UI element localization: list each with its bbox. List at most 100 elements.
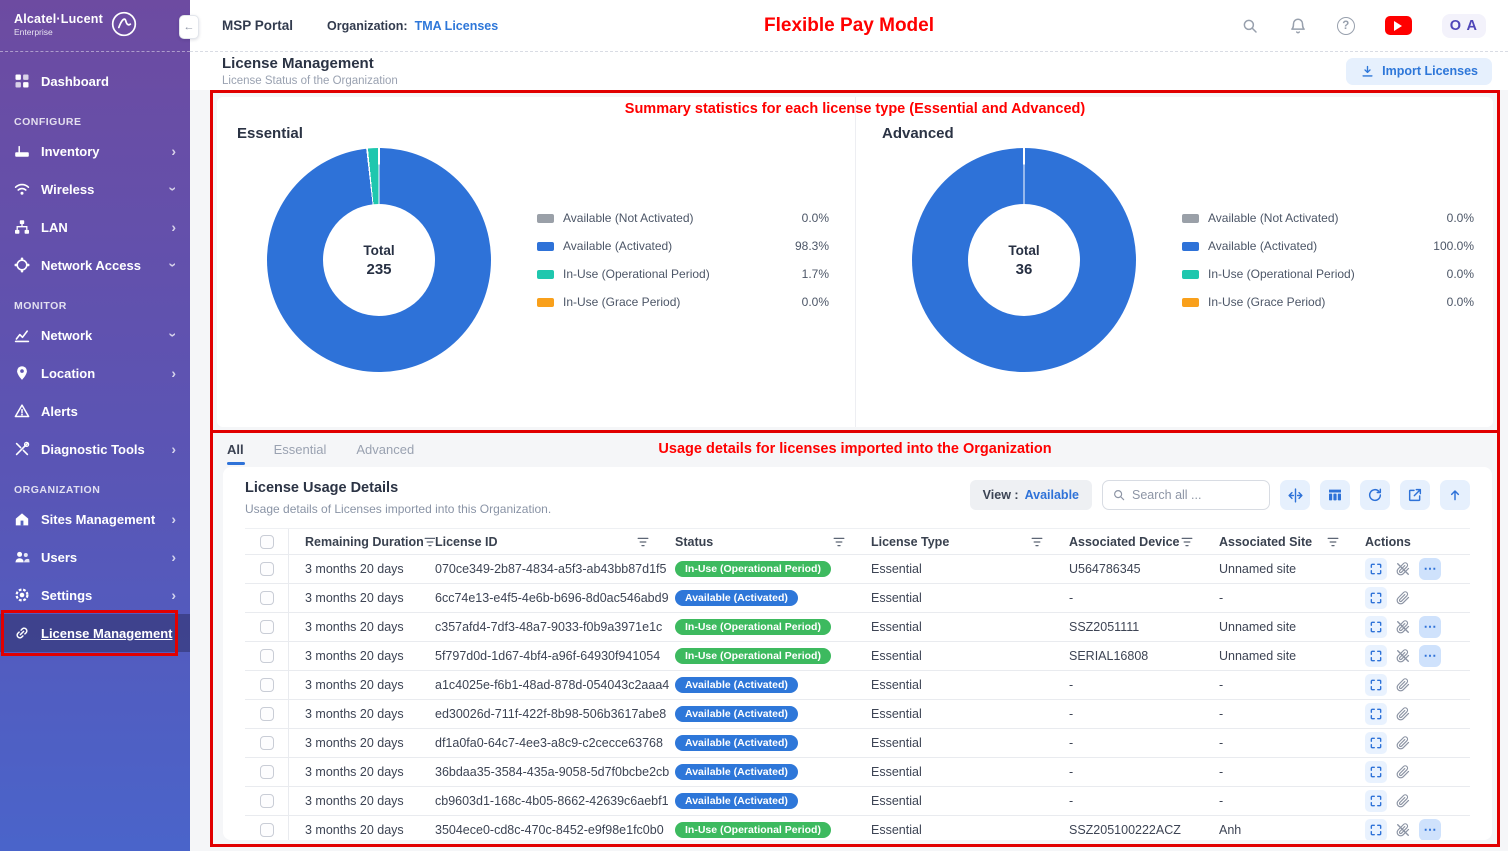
license-usage-card: License Usage Details Usage details of L… [223,467,1492,840]
row-checkbox[interactable] [259,823,274,837]
sidebar-item-alerts[interactable]: Alerts [0,392,190,430]
row-checkbox[interactable] [259,678,274,692]
open-external-button[interactable] [1400,480,1430,510]
cell-associated-device: - [1069,736,1074,750]
row-checkbox[interactable] [259,765,274,779]
more-actions-button[interactable]: ⋯ [1419,645,1441,667]
sidebar-item-license-management[interactable]: License Management [0,610,190,657]
attach-icon[interactable] [1396,794,1410,808]
row-checkbox[interactable] [259,707,274,721]
expand-button[interactable] [1365,616,1387,638]
portal-title: MSP Portal [222,18,294,33]
cell-license-id: c357afd4-7df3-48a7-9033-f0b9a3971e1c [435,620,663,634]
refresh-button[interactable] [1360,480,1390,510]
attach-icon[interactable] [1396,765,1410,779]
expand-button[interactable] [1365,790,1387,812]
alerts-icon [14,403,30,419]
row-checkbox[interactable] [259,794,274,808]
detach-icon[interactable] [1396,620,1410,634]
sidebar-item-lan[interactable]: LAN [0,208,190,246]
cell-associated-site: - [1219,765,1224,779]
donut-total-label: Total [1008,242,1040,258]
tab-essential[interactable]: Essential [273,441,327,457]
sidebar-item-dashboard[interactable]: Dashboard [0,62,190,100]
attach-icon[interactable] [1396,591,1410,605]
cell-license-id: ed30026d-711f-422f-8b98-506b3617abe8 [435,707,667,721]
sidebar-item-location[interactable]: Location [0,354,190,392]
more-actions-button[interactable]: ⋯ [1419,616,1441,638]
column-header: Associated Site [1219,534,1313,549]
filter-icon[interactable] [637,536,649,548]
import-licenses-label: Import Licenses [1382,64,1478,78]
filter-icon[interactable] [1031,536,1043,548]
upload-button[interactable] [1440,480,1470,510]
sidebar-item-diagnostic-tools[interactable]: Diagnostic Tools [0,430,190,468]
sidebar-item-wireless[interactable]: Wireless [0,170,190,208]
sidebar-item-settings[interactable]: Settings [0,576,190,614]
expand-button[interactable] [1365,703,1387,725]
help-icon[interactable]: ? [1336,16,1355,35]
filter-icon[interactable] [1181,536,1193,548]
table-row: 3 months 20 days ed30026d-711f-422f-8b98… [245,700,1470,729]
legend-value: 0.0% [1446,211,1474,225]
legend-value: 0.0% [1446,267,1474,281]
sidebar-item-sites-management[interactable]: Sites Management [0,500,190,538]
filter-icon[interactable] [424,536,435,548]
cell-remaining-duration: 3 months 20 days [305,823,404,837]
top-header: MSP Portal Organization: TMA Licenses Fl… [190,0,1508,52]
cell-license-id: 070ce349-2b87-4834-a5f3-ab43bb87d1f5 [435,562,667,576]
select-all-checkbox[interactable] [259,534,274,549]
sidebar-collapse-button[interactable]: ← [179,15,199,39]
detach-icon[interactable] [1396,562,1410,576]
row-checkbox[interactable] [259,562,274,576]
detach-icon[interactable] [1396,649,1410,663]
cell-license-id: 5f797d0d-1d67-4bf4-a96f-64930f941054 [435,649,661,663]
license-tabs: All Essential Advanced [227,438,415,465]
sidebar-item-network[interactable]: Network [0,316,190,354]
status-badge: In-Use (Operational Period) [675,560,831,578]
expand-button[interactable] [1365,819,1387,840]
row-checkbox[interactable] [259,736,274,750]
view-filter-dropdown[interactable]: View : Available [969,480,1092,510]
network-icon [14,327,30,343]
expand-button[interactable] [1365,587,1387,609]
expand-button[interactable] [1365,645,1387,667]
sidebar-item-network-access[interactable]: Network Access [0,246,190,284]
sidebar-section-configure: CONFIGURE [14,116,82,129]
organization-label: Organization: [327,18,408,33]
table-row: 3 months 20 days cb9603d1-168c-4b05-8662… [245,787,1470,816]
sidebar-item-inventory[interactable]: Inventory [0,132,190,170]
row-checkbox[interactable] [259,649,274,663]
organization-link[interactable]: TMA Licenses [414,18,499,33]
filter-icon[interactable] [833,536,845,548]
import-licenses-button[interactable]: Import Licenses [1346,57,1492,85]
tab-all[interactable]: All [227,442,245,465]
fit-columns-button[interactable] [1280,480,1310,510]
detach-icon[interactable] [1396,823,1410,837]
sidebar-section-organization: ORGANIZATION [14,484,101,497]
attach-icon[interactable] [1396,678,1410,692]
expand-button[interactable] [1365,732,1387,754]
more-actions-button[interactable]: ⋯ [1419,819,1441,840]
legend-label: Available (Activated) [563,239,673,253]
expand-button[interactable] [1365,761,1387,783]
attach-icon[interactable] [1396,707,1410,721]
filter-icon[interactable] [1327,536,1339,548]
columns-button[interactable] [1320,480,1350,510]
legend-item: Available (Activated) 98.3% [537,239,829,253]
expand-button[interactable] [1365,674,1387,696]
avatar[interactable]: O A [1441,13,1486,38]
search-input[interactable] [1132,488,1260,502]
row-checkbox[interactable] [259,620,274,634]
sidebar-item-label: Network [41,327,93,343]
tab-advanced[interactable]: Advanced [356,441,415,457]
sidebar-item-users[interactable]: Users [0,538,190,576]
legend-label: Available (Activated) [1208,239,1318,253]
expand-button[interactable] [1365,558,1387,580]
attach-icon[interactable] [1396,736,1410,750]
more-actions-button[interactable]: ⋯ [1419,558,1441,580]
sidebar-section-monitor: MONITOR [14,300,67,313]
youtube-icon[interactable] [1384,16,1412,35]
cell-remaining-duration: 3 months 20 days [305,620,404,634]
row-checkbox[interactable] [259,591,274,605]
